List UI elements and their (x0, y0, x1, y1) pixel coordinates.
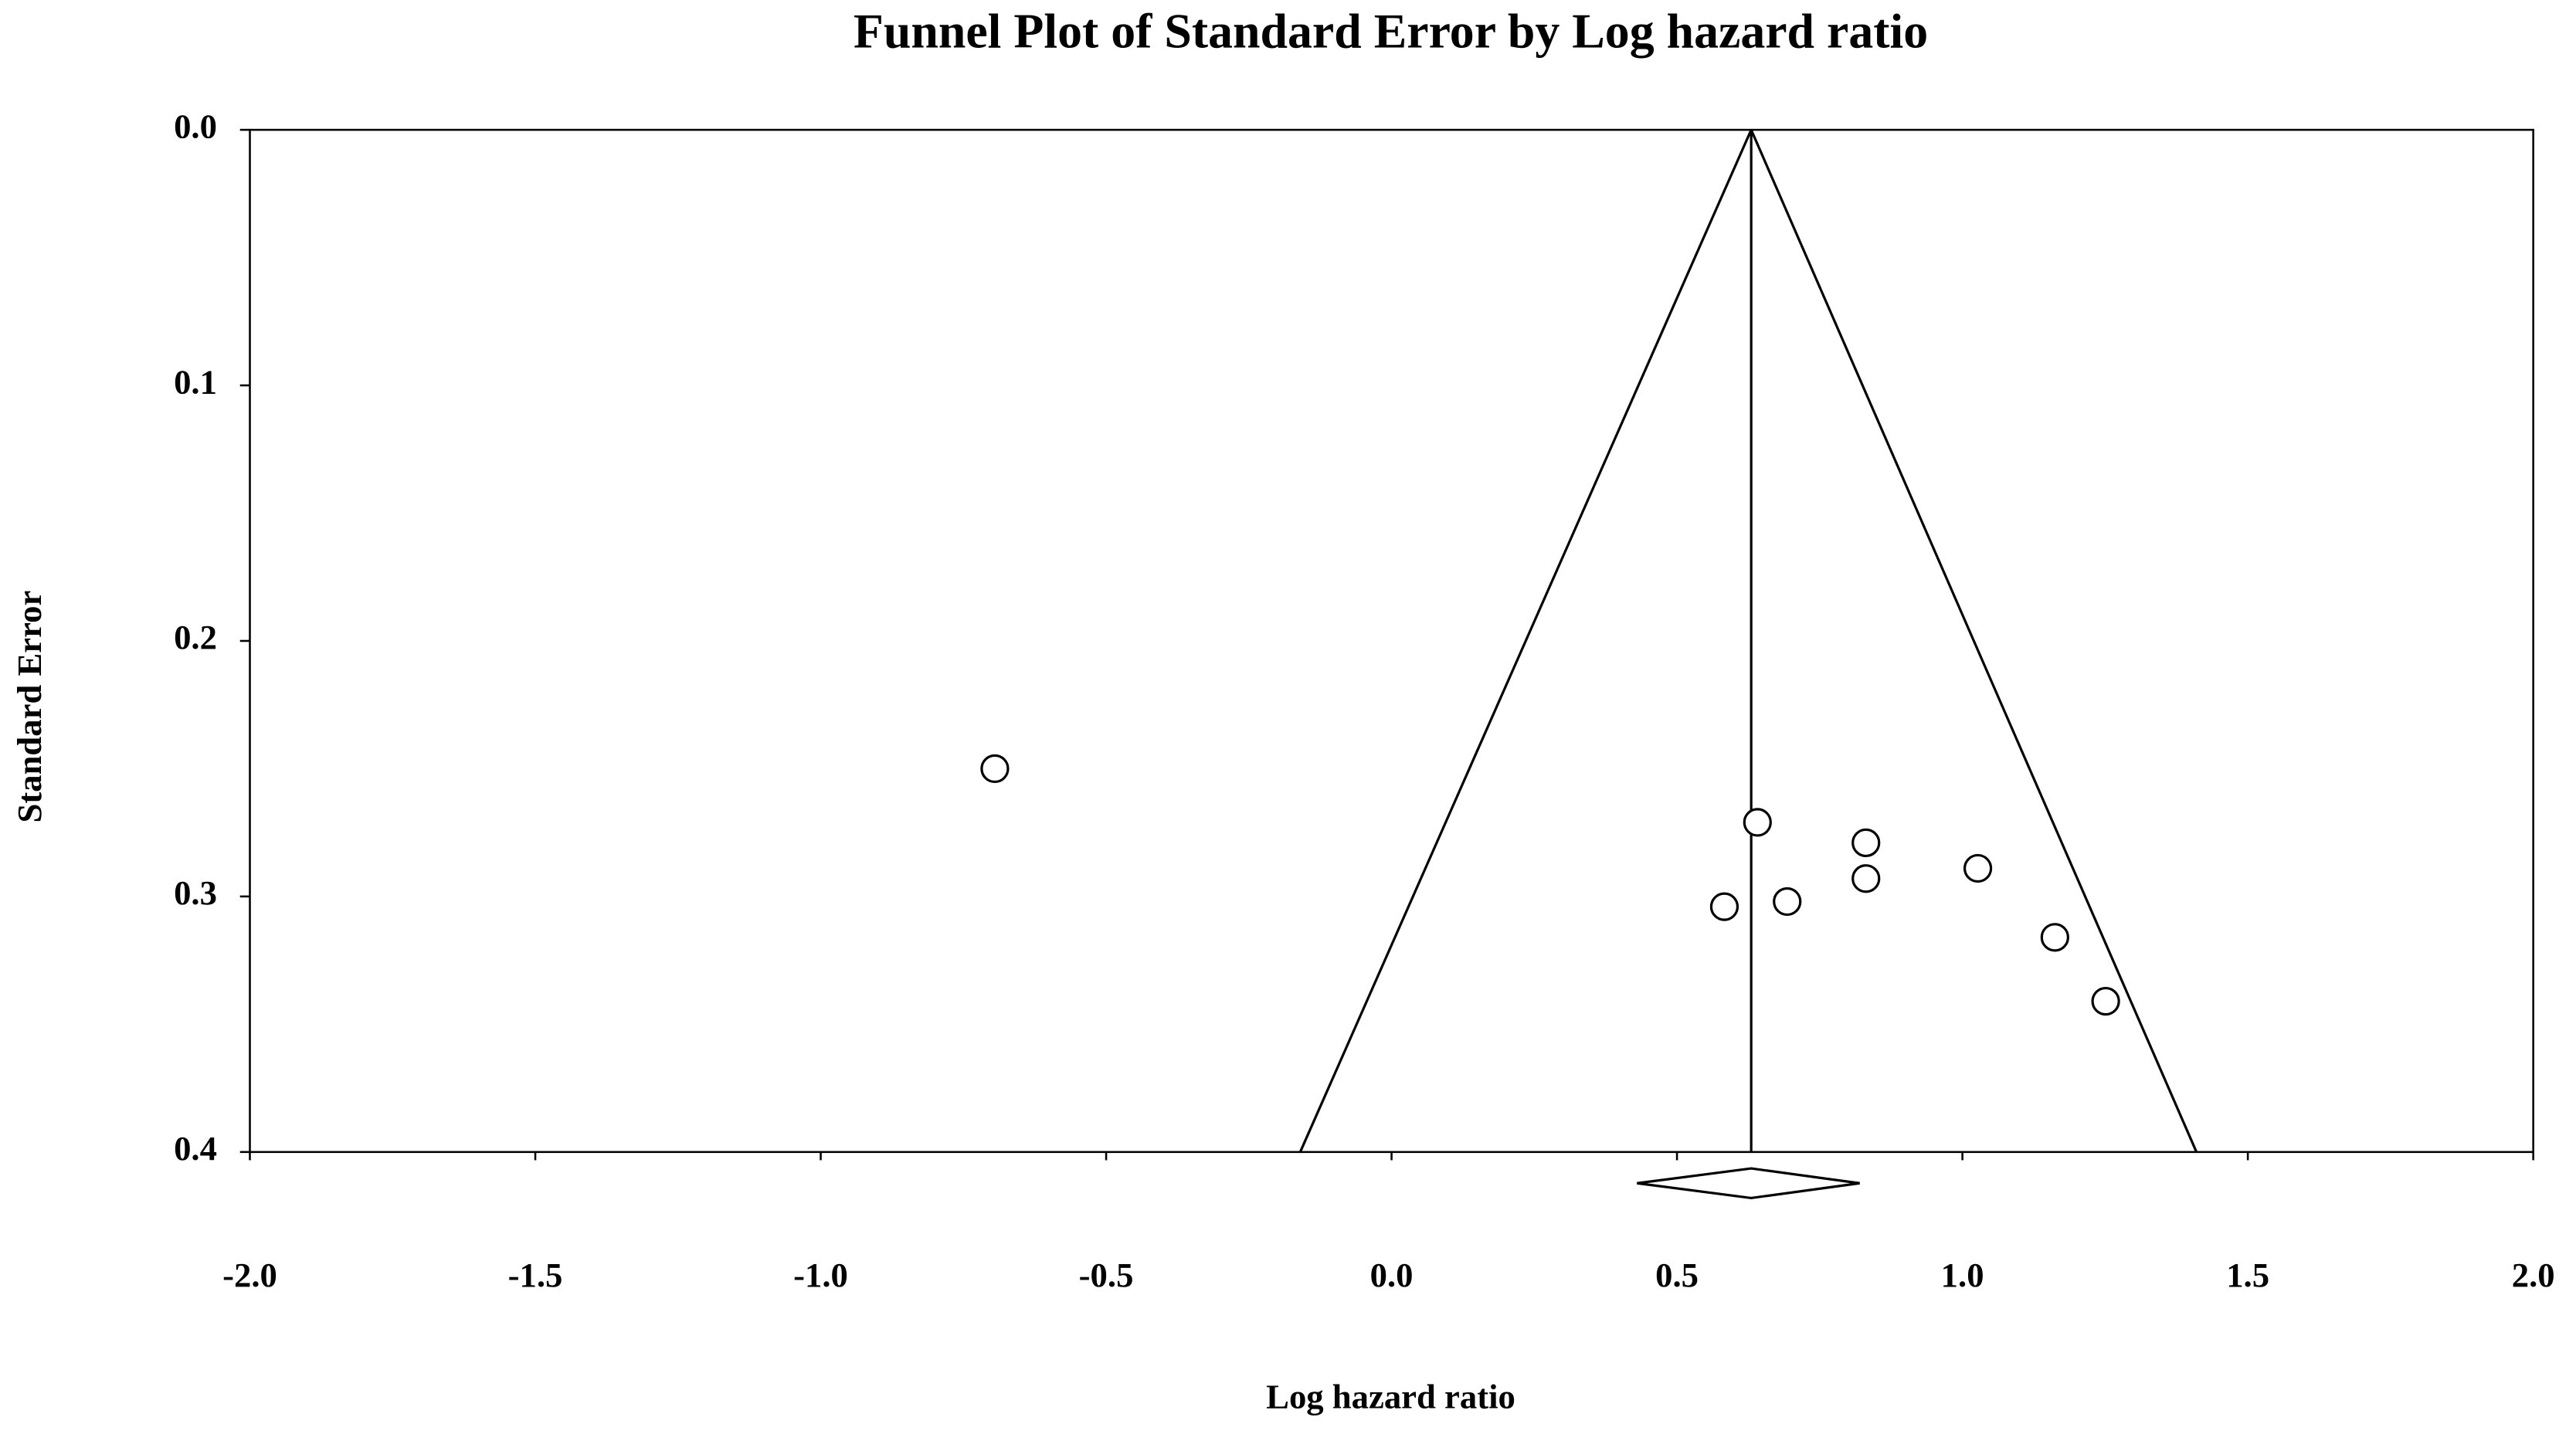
study-point (980, 754, 1010, 784)
x-tick-label: -0.5 (1079, 1256, 1134, 1294)
x-tick-label: 1.5 (2226, 1256, 2269, 1294)
y-tick-label: 0.4 (174, 1129, 217, 1168)
study-point (1851, 828, 1881, 858)
x-tick-label: 0.5 (1655, 1256, 1699, 1294)
study-point (1709, 892, 1739, 921)
y-tick-label: 0.3 (174, 873, 217, 912)
chart-title: Funnel Plot of Standard Error by Log haz… (854, 3, 1928, 58)
study-point (1963, 853, 1993, 883)
x-tick-label: 0.0 (1370, 1256, 1414, 1294)
x-tick-label: 1.0 (1941, 1256, 1984, 1294)
y-tick-label: 0.2 (174, 618, 217, 656)
y-tick-label: 0.0 (174, 107, 217, 145)
x-axis-label: Log hazard ratio (1266, 1377, 1515, 1415)
summary-diamond (1637, 1167, 1860, 1200)
study-point (1743, 808, 1772, 837)
funnel-right-limit (1750, 129, 2198, 1153)
plot-frame (249, 128, 2534, 1154)
y-tick-label: 0.1 (174, 362, 217, 401)
study-point (2040, 923, 2069, 952)
x-tick-label: -1.5 (508, 1256, 563, 1294)
x-tick-label: -2.0 (222, 1256, 277, 1294)
study-point (2091, 986, 2120, 1016)
study-point (1851, 864, 1881, 893)
y-axis-label: Standard Error (10, 591, 49, 823)
x-tick-label: -1.0 (793, 1256, 848, 1294)
x-tick-label: 2.0 (2512, 1256, 2555, 1294)
study-point (1773, 887, 1802, 917)
funnel-left-limit (1298, 129, 1753, 1153)
